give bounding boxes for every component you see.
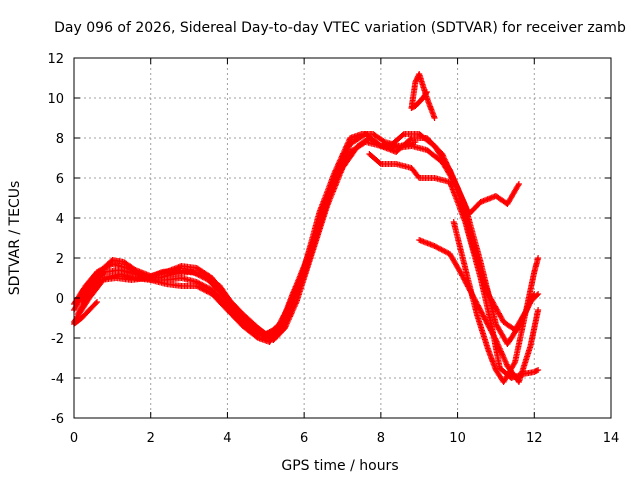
y-tick-label: 4 bbox=[56, 212, 64, 227]
series-markers bbox=[366, 151, 542, 381]
y-axis-label: SDTVAR / TECUs bbox=[7, 181, 23, 296]
series-track-1 bbox=[71, 131, 419, 337]
x-tick-label: 12 bbox=[526, 431, 543, 446]
series-track-7 bbox=[366, 151, 542, 381]
chart-title: Day 096 of 2026, Sidereal Day-to-day VTE… bbox=[54, 20, 626, 36]
y-tick-label: 6 bbox=[56, 172, 64, 187]
series-markers bbox=[71, 131, 419, 337]
y-tick-label: -2 bbox=[51, 332, 64, 347]
x-tick-label: 2 bbox=[147, 431, 155, 446]
plot-frame bbox=[73, 57, 612, 419]
x-tick-label: 0 bbox=[70, 431, 78, 446]
x-axis-label: GPS time / hours bbox=[281, 458, 398, 474]
y-tick-label: 10 bbox=[47, 92, 64, 107]
y-tick-label: 12 bbox=[47, 52, 64, 67]
series-markers bbox=[408, 89, 430, 111]
y-tick-label: -6 bbox=[51, 412, 64, 427]
y-tick-label: 0 bbox=[56, 292, 64, 307]
series-track-11 bbox=[408, 89, 430, 111]
series-track-9 bbox=[450, 219, 542, 385]
series-markers bbox=[74, 267, 281, 341]
series-track-5 bbox=[74, 267, 281, 341]
x-tick-label: 4 bbox=[223, 431, 231, 446]
y-tick-label: 2 bbox=[56, 252, 64, 267]
y-axis-ticks: -6 -4 -2 0 2 4 6 8 10 12 bbox=[47, 52, 611, 427]
series-markers bbox=[450, 219, 542, 385]
x-tick-label: 8 bbox=[377, 431, 385, 446]
data-series bbox=[71, 71, 542, 385]
grid-lines bbox=[74, 58, 611, 418]
x-axis-ticks: 0 2 4 6 8 10 12 14 bbox=[70, 58, 619, 446]
y-tick-label: 8 bbox=[56, 132, 64, 147]
x-tick-label: 6 bbox=[300, 431, 308, 446]
x-tick-label: 10 bbox=[449, 431, 466, 446]
y-tick-label: -4 bbox=[51, 372, 64, 387]
x-tick-label: 14 bbox=[603, 431, 620, 446]
